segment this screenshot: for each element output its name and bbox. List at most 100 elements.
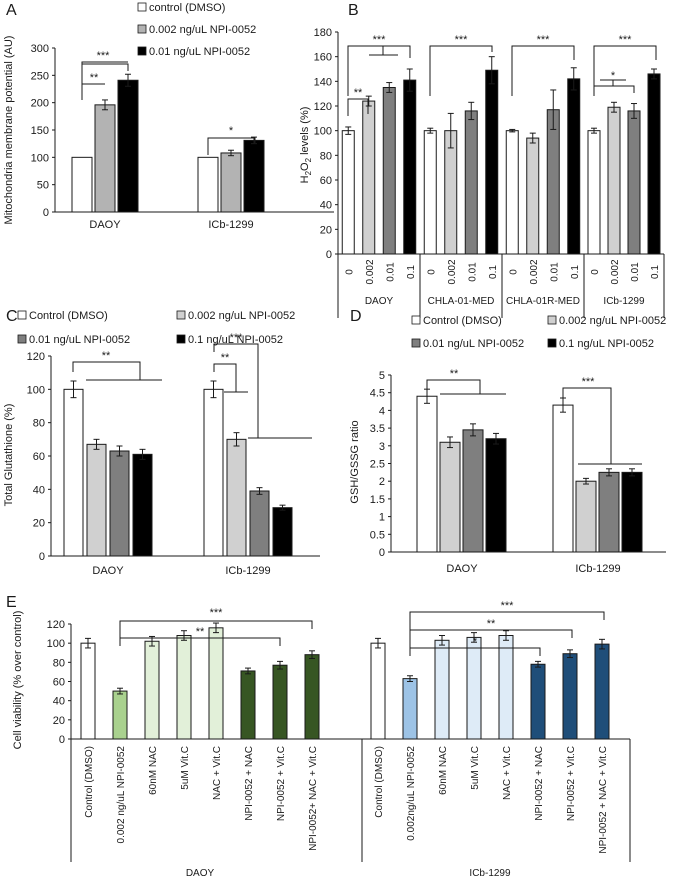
panel-E-x-tick-label: NAC + Vit.C: [212, 746, 223, 800]
panel-B-bar: [464, 110, 478, 255]
panel-D-y-tick-label: 4.5: [370, 388, 385, 400]
panel-B-bracket: [429, 45, 493, 96]
panel-C-bar: [86, 443, 107, 557]
panel-B-x-tick-label: 0.01: [385, 262, 396, 282]
panel-C-bar: [249, 490, 270, 557]
panel-D-legend-label: Control (DMSO): [423, 315, 502, 327]
panel-E-group-label: ICb-1299: [469, 868, 511, 879]
panel-E-significance: ***: [501, 600, 515, 612]
panel-D-bar: [575, 480, 597, 553]
panel-E-bracket: [409, 611, 605, 620]
panel-D-y-tick-label: 0.5: [370, 529, 385, 541]
panel-C-bar: [63, 388, 84, 557]
panel-D-group-label: DAOY: [446, 563, 478, 575]
panel-B-bar: [341, 130, 355, 255]
panel-D-label: D: [350, 308, 362, 325]
panel-C-legend-label: 0.1 ng/uL NPI-0052: [188, 334, 283, 346]
panel-A-bracket: [207, 137, 256, 155]
panel-B-group-label: ICb-1299: [603, 296, 645, 307]
panel-E-bracket: [409, 629, 573, 638]
panel-D-bar: [416, 395, 438, 553]
panel-B-y-tick-label: 80: [320, 150, 332, 162]
panel-B-y-tick-label: 0: [326, 249, 332, 261]
panel-B-label: B: [348, 2, 359, 19]
panel-D-y-tick-label: 3.5: [370, 423, 385, 435]
panel-D-bar: [598, 471, 620, 553]
panel-B-x-tick-label: 0.002: [529, 259, 540, 284]
panel-E-significance: *: [473, 636, 478, 648]
panel-A-bar: [220, 152, 242, 213]
panel-D-significance: ***: [582, 376, 596, 388]
panel-C-y-tick-label: 60: [33, 451, 45, 463]
panel-E-bracket: [119, 637, 281, 646]
panel-B-bar: [526, 137, 540, 255]
panel-D-legend-label: 0.002 ng/uL NPI-0052: [559, 315, 666, 327]
panel-D-y-tick-label: 3: [379, 441, 385, 453]
panel-B-bracket: [347, 98, 369, 116]
panel-C-bar: [109, 450, 130, 557]
panel-D-y-tick-label: 5: [379, 370, 385, 382]
panel-A-y-tick-label: 0: [43, 207, 49, 219]
panel-A-y-tick-label: 100: [31, 152, 49, 164]
panel-B-x-tick-label: 0.01: [549, 262, 560, 282]
panel-E-bar: [240, 670, 256, 740]
panel-B-significance: ***: [537, 34, 551, 46]
panel-B-significance: *: [611, 70, 616, 82]
panel-A-y-label: Mitochondria membrane potential (AU): [3, 36, 15, 225]
panel-D-bar: [621, 471, 643, 553]
panel-B-y-label-part: O: [299, 162, 311, 171]
panel-D-y-tick-label: 2: [379, 476, 385, 488]
panel-E-bar: [594, 643, 610, 740]
panel-B-bracket: [593, 85, 635, 96]
panel-B-x-tick-label: 0.1: [650, 265, 661, 279]
panel-E-x-tick-label: 5uM Vit.C: [180, 746, 191, 790]
panel-C-legend-swatch: [17, 310, 27, 320]
panel-B-significance: ***: [455, 34, 469, 46]
panel-B-bar: [587, 130, 601, 255]
panel-B-bar: [647, 73, 661, 255]
panel-B-y-tick-label: 160: [314, 52, 332, 64]
panel-D-bar: [485, 438, 507, 553]
panel-D-bar: [462, 429, 484, 553]
panel-E-bar: [304, 654, 320, 740]
panel-A-group-label: DAOY: [89, 219, 121, 231]
panel-E-x-tick-label: NPI-0052 + Vit.C: [276, 746, 287, 821]
panel-A-bar: [197, 156, 219, 213]
panel-B-bracket: [347, 45, 411, 96]
panel-E-bar: [176, 635, 192, 740]
panel-D-group-label: ICb-1299: [575, 563, 620, 575]
panel-D-y-tick-label: 1: [379, 512, 385, 524]
panel-D-legend-swatch: [547, 315, 557, 325]
panel-A-legend-swatch: [137, 46, 147, 56]
panel-B-group-label: DAOY: [365, 296, 394, 307]
panel-E-x-tick-label: NPI-0052 + NAC: [534, 746, 545, 821]
panel-B-y-label-part: 2: [304, 170, 313, 175]
panel-E-bar: [498, 635, 514, 740]
panel-C-bar: [132, 453, 153, 557]
panel-A-y-tick-label: 250: [31, 70, 49, 82]
panel-B-y-tick-label: 60: [320, 175, 332, 187]
panel-B-bar: [627, 110, 641, 255]
panel-B-x-tick-label: 0.1: [406, 265, 417, 279]
panel-E-bar: [434, 639, 450, 740]
panel-E-bar: [208, 627, 224, 740]
panel-E-bar: [562, 653, 578, 740]
panel-C-legend-swatch: [17, 334, 27, 344]
panel-B-bar: [444, 130, 458, 255]
panel-E-bar: [370, 642, 386, 740]
panel-B-y-tick-label: 120: [314, 101, 332, 113]
panel-B-significance: ***: [619, 34, 633, 46]
panel-B-y-label-part: H: [299, 175, 311, 183]
panel-B-x-tick-label: 0.002: [365, 259, 376, 284]
panel-B-y-tick-label: 20: [320, 224, 332, 236]
panel-C-significance: ***: [230, 332, 244, 344]
panel-E-significance: **: [196, 626, 205, 638]
panel-B-bar: [505, 130, 519, 255]
panel-B-y-tick-label: 140: [314, 76, 332, 88]
panel-A-bar: [243, 139, 265, 213]
panel-C-y-tick-label: 20: [33, 518, 45, 530]
panel-A-y-tick-label: 150: [31, 125, 49, 137]
panel-C-label: C: [6, 308, 18, 325]
panel-B-x-tick-label: 0.01: [630, 262, 641, 282]
